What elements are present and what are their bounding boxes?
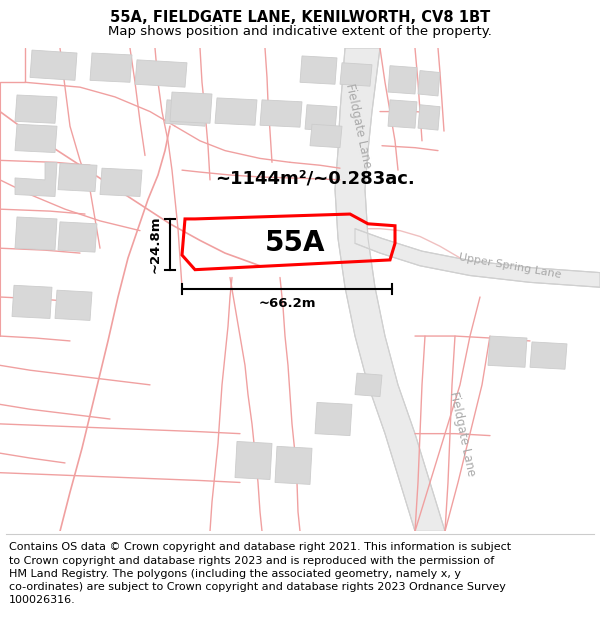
Polygon shape [310,124,342,148]
Polygon shape [260,100,302,127]
Polygon shape [418,105,440,130]
Polygon shape [15,95,57,123]
Polygon shape [235,441,272,479]
Polygon shape [15,162,57,196]
Text: Fieldgate Lane: Fieldgate Lane [343,82,373,170]
Polygon shape [135,60,187,87]
Polygon shape [388,66,417,94]
Text: Map shows position and indicative extent of the property.: Map shows position and indicative extent… [108,26,492,39]
Polygon shape [530,342,567,369]
Polygon shape [488,336,527,367]
Polygon shape [305,105,337,131]
Polygon shape [215,98,257,125]
Polygon shape [335,48,445,531]
Text: ~24.8m: ~24.8m [149,216,162,273]
Polygon shape [90,53,132,82]
Polygon shape [275,446,312,484]
Polygon shape [58,222,97,252]
Polygon shape [30,50,77,81]
Text: ~66.2m: ~66.2m [258,297,316,310]
Polygon shape [55,290,92,321]
Text: Contains OS data © Crown copyright and database right 2021. This information is : Contains OS data © Crown copyright and d… [9,542,511,605]
Polygon shape [300,56,337,84]
Text: Upper Spring Lane: Upper Spring Lane [458,252,562,280]
Polygon shape [165,100,207,126]
Polygon shape [340,62,372,86]
Polygon shape [355,373,382,396]
Polygon shape [15,217,57,250]
Polygon shape [355,229,600,288]
Polygon shape [15,124,57,152]
Polygon shape [170,92,212,123]
Polygon shape [58,163,97,192]
Polygon shape [12,285,52,319]
Text: 55A: 55A [265,229,325,258]
Text: ~1144m²/~0.283ac.: ~1144m²/~0.283ac. [215,170,415,187]
Text: 55A, FIELDGATE LANE, KENILWORTH, CV8 1BT: 55A, FIELDGATE LANE, KENILWORTH, CV8 1BT [110,9,490,24]
Polygon shape [100,168,142,196]
Polygon shape [418,71,440,96]
Polygon shape [315,402,352,436]
Text: Fieldgate Lane: Fieldgate Lane [446,390,478,477]
Polygon shape [388,100,417,128]
